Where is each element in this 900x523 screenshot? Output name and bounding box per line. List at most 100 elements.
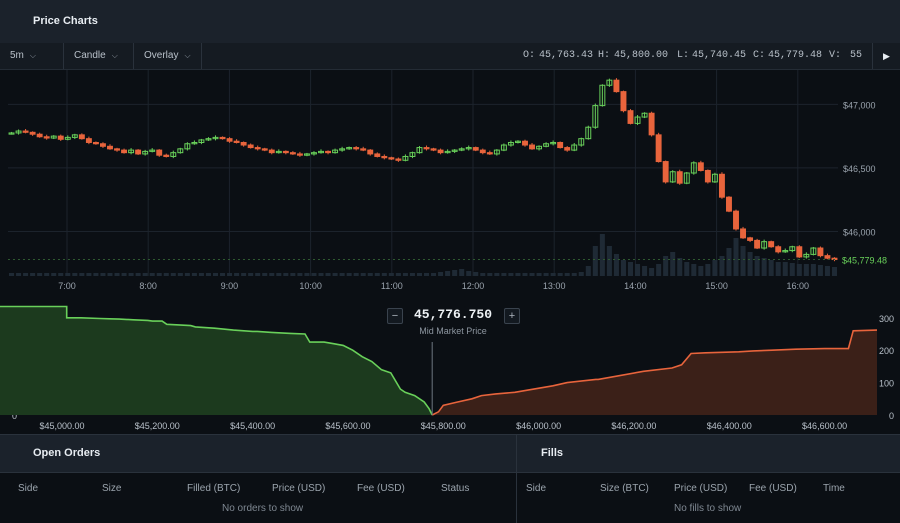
play-icon[interactable]: ▶ [872, 43, 900, 69]
volume-bar [522, 273, 528, 276]
x-tick-label: 7:00 [58, 281, 76, 291]
volume-bar [578, 272, 584, 276]
depth-chart[interactable]: 00100100200200300300$45,000.00$45,200.00… [0, 296, 900, 434]
candle-body [676, 171, 683, 184]
volume-bar [768, 260, 774, 276]
volume-bar [557, 273, 563, 276]
volume-bar [346, 273, 352, 276]
volume-bar [23, 273, 29, 276]
depth-y-tick-right: 200 [879, 346, 894, 356]
volume-bar [290, 273, 296, 276]
x-tick-label: 12:00 [462, 281, 485, 291]
candle-body [381, 155, 388, 159]
candle-body [325, 150, 332, 154]
candle-body [810, 247, 817, 255]
candle-body [754, 239, 761, 249]
volume-bar [684, 262, 690, 276]
volume-bar [332, 273, 338, 276]
candle-body [578, 138, 585, 146]
candle-body [247, 144, 254, 149]
volume-bar [339, 273, 345, 276]
volume-bar [388, 273, 394, 276]
open-orders-col-fee[interactable]: Fee (USD) [357, 483, 405, 494]
volume-bar [599, 234, 605, 276]
open-orders-col-status[interactable]: Status [441, 483, 470, 494]
panel-title: Price Charts [33, 15, 98, 27]
candle-body [339, 148, 346, 151]
volume-bar [670, 252, 676, 276]
volume-bar [431, 273, 437, 276]
candle-body [711, 173, 718, 183]
volume-bar [318, 273, 324, 276]
ohlc-volume-label: V: [829, 50, 842, 61]
candle-body [486, 152, 493, 155]
x-tick-label: 8:00 [139, 281, 157, 291]
volume-bar [262, 273, 268, 276]
depth-y-tick-left: 0 [12, 411, 17, 421]
chart-toolbar: 5m ⌵ Candle ⌵ Overlay ⌵ O: 45,763.43 H: 45,… [0, 43, 900, 70]
volume-bar [16, 273, 22, 276]
ohlc-close-label: C: [753, 50, 766, 61]
fills-col-fee[interactable]: Fee (USD) [749, 483, 797, 494]
candle-body [768, 241, 775, 248]
candle-body [726, 196, 732, 212]
volume-bar [627, 262, 634, 276]
overlay-select[interactable]: Overlay ⌵ [134, 43, 202, 69]
open-orders-empty: No orders to show [222, 503, 304, 514]
candle-body [704, 169, 711, 183]
volume-bar [367, 273, 373, 276]
candle-body [550, 141, 557, 145]
candle-body [789, 246, 796, 252]
candle-body [191, 141, 198, 145]
fills-col-size[interactable]: Size (BTC) [600, 483, 649, 494]
volume-bar [789, 263, 795, 276]
candle-body [817, 247, 824, 257]
open-orders-col-side[interactable]: Side [18, 483, 39, 494]
depth-x-tick-label: $45,000.00 [39, 421, 84, 431]
zoom-in-button[interactable]: + [504, 308, 520, 324]
volume-bar [585, 266, 591, 276]
candle-body [747, 237, 754, 241]
open-orders-col-price[interactable]: Price (USD) [272, 483, 326, 494]
candlestick-chart[interactable]: $46,000 $46,500 $47,000 7:00 8:00 9:00 10:00 11… [0, 70, 900, 296]
candle-body [219, 136, 226, 140]
fills-col-time[interactable]: Time [823, 483, 845, 494]
price-charts-header: Price Charts [0, 0, 900, 44]
volume-bar [649, 268, 655, 276]
volume-bar [86, 273, 92, 276]
candle-body [57, 135, 64, 140]
fills-col-side[interactable]: Side [526, 483, 547, 494]
volume-bar [100, 273, 106, 276]
open-orders-col-filled[interactable]: Filled (BTC) [187, 483, 241, 494]
candle-body [782, 250, 789, 253]
volume-bar [107, 273, 113, 276]
zoom-out-button[interactable]: − [387, 308, 403, 324]
candle-body [29, 131, 36, 135]
fills-col-price[interactable]: Price (USD) [674, 483, 728, 494]
ohlc-open-label: O: [523, 50, 536, 61]
volume-bar [782, 262, 788, 276]
candle-body [592, 105, 599, 128]
x-tick-label: 10:00 [299, 281, 322, 291]
candle-body [311, 152, 317, 155]
volume-bar [212, 273, 219, 276]
depth-x-tick-label: $46,000.00 [516, 421, 561, 431]
candle-body [423, 147, 430, 150]
volume-bar [719, 256, 725, 276]
candle-body [346, 147, 353, 150]
candle-body [43, 136, 50, 139]
chart-type-select[interactable]: Candle ⌵ [64, 43, 134, 69]
open-orders-col-size[interactable]: Size [102, 483, 122, 494]
volume-bar [831, 267, 837, 276]
candle-body [465, 147, 472, 150]
volume-bar [353, 273, 359, 276]
volume-bar [775, 262, 781, 276]
volume-bar [438, 272, 444, 276]
candle-body [261, 148, 268, 151]
candle-body [557, 141, 564, 149]
interval-select[interactable]: 5m ⌵ [0, 43, 64, 69]
volume-bar [170, 273, 176, 276]
volume-bar [177, 273, 183, 276]
volume-bar [796, 264, 802, 276]
depth-y-tick-right: 300 [879, 314, 894, 324]
